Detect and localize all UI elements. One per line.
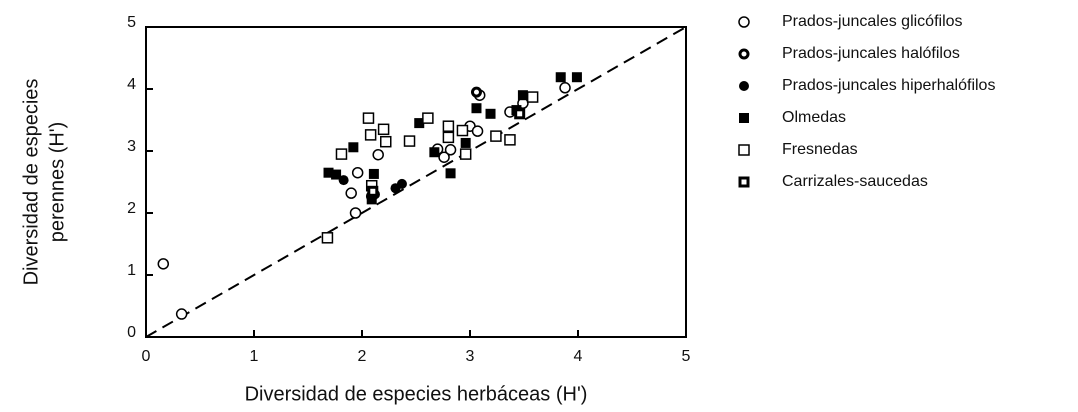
point bbox=[157, 258, 170, 270]
point bbox=[338, 175, 349, 186]
identity-line bbox=[145, 26, 687, 338]
point bbox=[490, 130, 502, 142]
y-tick-label: 2 bbox=[127, 200, 136, 217]
point bbox=[526, 91, 539, 103]
legend-marker bbox=[738, 144, 750, 156]
point bbox=[504, 134, 516, 146]
legend-label: Prados-juncales hiperhalófilos bbox=[782, 77, 995, 94]
x-axis-label: Diversidad de especies herbáceas (H') bbox=[245, 383, 588, 405]
y-tick-label: 5 bbox=[127, 14, 136, 31]
point bbox=[517, 90, 528, 101]
x-tick-label: 3 bbox=[466, 348, 475, 365]
x-tick-label: 1 bbox=[250, 348, 259, 365]
legend-marker bbox=[738, 176, 750, 188]
plot-frame bbox=[145, 26, 687, 338]
legend-marker bbox=[738, 48, 750, 60]
y-tick-label: 1 bbox=[127, 262, 136, 279]
point bbox=[444, 144, 457, 156]
legend-marker bbox=[739, 81, 749, 91]
point bbox=[470, 86, 482, 98]
point bbox=[485, 108, 496, 119]
y-tick-label: 0 bbox=[127, 324, 136, 341]
legend-label: Carrizales-saucedas bbox=[782, 173, 928, 190]
point bbox=[323, 167, 334, 178]
point bbox=[368, 168, 379, 179]
point bbox=[362, 112, 375, 124]
point bbox=[348, 142, 359, 153]
x-tick-label: 4 bbox=[574, 348, 583, 365]
point bbox=[367, 185, 379, 197]
legend-label: Prados-juncales halófilos bbox=[782, 45, 960, 62]
point bbox=[331, 169, 342, 180]
point bbox=[571, 72, 582, 83]
point bbox=[364, 129, 377, 141]
y-tick-label: 4 bbox=[127, 76, 136, 93]
point bbox=[445, 168, 456, 179]
point bbox=[351, 166, 364, 179]
legend-marker bbox=[738, 16, 750, 28]
point bbox=[403, 135, 416, 147]
point bbox=[380, 135, 392, 148]
point bbox=[366, 194, 377, 205]
y-tick-label: 3 bbox=[127, 138, 136, 155]
point bbox=[429, 147, 440, 158]
point bbox=[442, 131, 455, 144]
point bbox=[175, 308, 188, 320]
legend-label: Prados-juncales glicófilos bbox=[782, 13, 963, 30]
point bbox=[471, 125, 484, 137]
legend-label: Fresnedas bbox=[782, 141, 858, 158]
point bbox=[438, 151, 450, 163]
point bbox=[559, 82, 571, 94]
point bbox=[345, 187, 357, 199]
y-axis-label: Diversidad de especies bbox=[20, 79, 42, 286]
x-tick-label: 0 bbox=[142, 348, 151, 365]
x-tick-label: 5 bbox=[682, 348, 691, 365]
point bbox=[414, 118, 425, 129]
x-tick-label: 2 bbox=[358, 348, 367, 365]
point bbox=[349, 207, 362, 219]
point bbox=[422, 112, 434, 124]
point bbox=[555, 72, 566, 83]
point bbox=[471, 103, 482, 114]
point bbox=[377, 123, 390, 136]
point bbox=[460, 137, 471, 148]
point bbox=[456, 124, 469, 137]
point bbox=[372, 148, 384, 161]
y-axis-label: perennes (H') bbox=[46, 122, 68, 243]
point bbox=[442, 120, 455, 132]
point bbox=[514, 108, 526, 120]
point bbox=[459, 148, 472, 160]
legend-marker bbox=[739, 113, 749, 123]
point bbox=[396, 178, 407, 189]
point bbox=[335, 148, 348, 160]
point bbox=[321, 232, 334, 244]
legend-label: Olmedas bbox=[782, 109, 846, 126]
